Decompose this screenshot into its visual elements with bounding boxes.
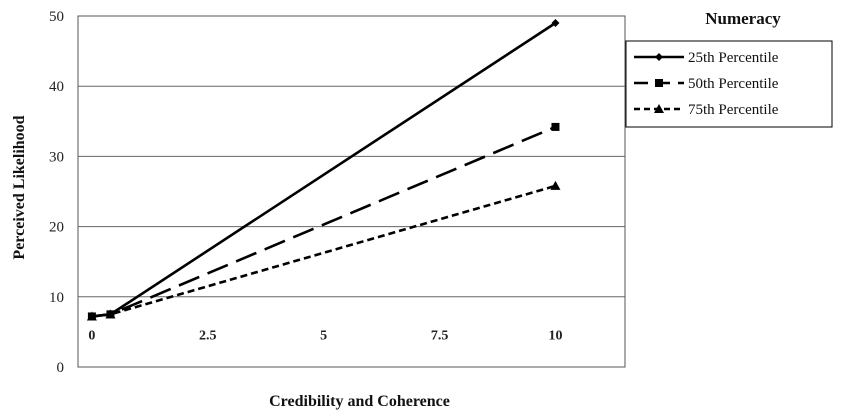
y-tick-label: 0 [57,360,65,376]
x-tick-label: 0 [88,329,95,344]
legend-marker [654,104,664,113]
legend-item: 25th Percentile [634,50,779,66]
legend-label: 75th Percentile [688,102,779,118]
series-50th-percentile [87,122,560,321]
series-line [91,125,556,318]
legend-items: 25th Percentile 50th Percentile 75th Perce… [634,50,779,118]
gridlines [78,85,625,298]
y-tick-label: 20 [49,220,64,236]
data-point [550,180,561,190]
y-tick-label: 10 [49,290,64,306]
data-point [105,309,116,319]
data-point [551,19,560,28]
y-tick-label: 50 [49,9,64,25]
x-axis-title: Credibility and Coherence [269,393,450,410]
x-tick-label: 7.5 [431,329,449,344]
legend-item: 50th Percentile [634,76,779,92]
y-axis-title: Perceived Likelihood [11,115,28,259]
y-axis-tick-labels: 0 10 20 30 40 50 [49,9,64,376]
x-tick-label: 5 [320,329,327,344]
y-tick-label: 30 [49,149,64,165]
series-line [91,184,556,318]
legend: 25th Percentile 50th Percentile 75th Perce… [625,40,833,128]
x-tick-label: 2.5 [199,329,217,344]
series-25th-percentile [87,19,560,321]
x-tick-label: 10 [548,329,562,344]
data-point [86,311,97,321]
series-layer [86,19,561,321]
y-tick-label: 40 [49,79,64,95]
legend-marker [655,53,663,61]
data-point [551,122,560,131]
series-line [91,21,557,318]
x-axis-tick-labels: 0 2.5 5 7.5 10 [88,329,562,344]
series-75th-percentile [86,180,561,321]
legend-title: Numeracy [705,9,781,28]
legend-label: 25th Percentile [688,50,779,66]
legend-marker [655,79,663,87]
legend-label: 50th Percentile [688,76,779,92]
legend-item: 75th Percentile [634,102,779,118]
plot-area-frame [77,15,626,368]
